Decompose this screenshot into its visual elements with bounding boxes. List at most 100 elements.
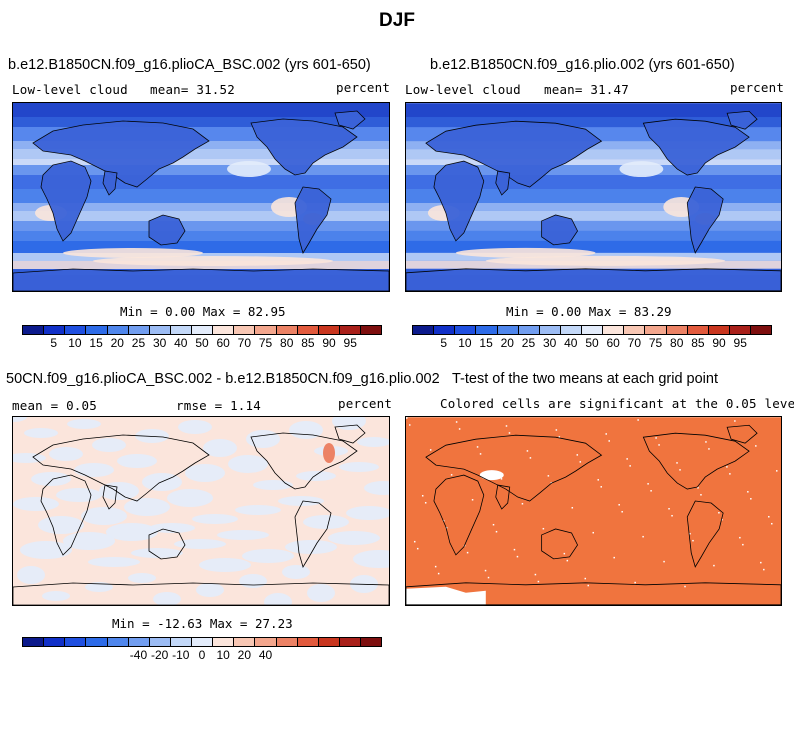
colorbar-swatch <box>170 638 192 646</box>
colorbar-swatch <box>23 326 45 334</box>
colorbar-tick-label: 0 <box>198 648 206 662</box>
colorbar-tick-label: 85 <box>301 336 315 350</box>
colorbar-tick-label: 85 <box>691 336 705 350</box>
colorbar-tick-label: -10 <box>172 648 190 662</box>
panel-3-mean-label: mean = 0.05 <box>12 398 97 413</box>
panel-4-subtitle: Colored cells are significant at the 0.0… <box>440 396 794 411</box>
colorbar-swatch <box>170 326 192 334</box>
colorbar-swatch <box>234 638 256 646</box>
colorbar-tick-label: 80 <box>670 336 684 350</box>
panel-1-minmax: Min = 0.00 Max = 82.95 <box>120 304 286 319</box>
colorbar-tick-label: -20 <box>150 648 169 662</box>
colorbar-tick-label: 95 <box>733 336 747 350</box>
panel-1-map <box>12 102 390 292</box>
panel-3-rmse-label: rmse = 1.14 <box>176 398 261 413</box>
colorbar-tick-label: 40 <box>174 336 188 350</box>
panel-3-minmax: Min = -12.63 Max = 27.23 <box>112 616 293 631</box>
panel-2-units-label: percent <box>730 80 785 95</box>
panel-2-title: b.e12.B1850CN.f09_g16.plio.002 (yrs 601-… <box>430 57 735 73</box>
colorbar-swatch <box>339 326 361 334</box>
panel-3-title: 50CN.f09_g16.plioCA_BSC.002 - b.e12.B185… <box>6 371 440 387</box>
colorbar-swatch <box>624 326 646 334</box>
colorbar-swatch <box>107 326 129 334</box>
colorbar-swatch <box>44 638 66 646</box>
colorbar-swatch <box>361 638 382 646</box>
panel-3-map <box>12 416 390 606</box>
panel-1-units-label: percent <box>336 80 391 95</box>
colorbar-tick-label: 20 <box>237 648 252 662</box>
colorbar-swatch <box>86 638 108 646</box>
colorbar-tick-label: 40 <box>258 648 273 662</box>
colorbar-swatch <box>645 326 667 334</box>
colorbar-tick-label: 95 <box>343 336 357 350</box>
colorbar-swatch <box>65 638 87 646</box>
panel-1-colorbar <box>22 325 382 335</box>
colorbar-swatch <box>539 326 561 334</box>
colorbar-tick-label: 10 <box>216 648 230 662</box>
panel-2-mean-label: mean= 31.47 <box>544 82 629 97</box>
colorbar-swatch <box>497 326 519 334</box>
colorbar-swatch <box>751 326 772 334</box>
colorbar-tick-label: 40 <box>564 336 578 350</box>
colorbar-tick-label: 10 <box>68 336 82 350</box>
colorbar-swatch <box>44 326 66 334</box>
colorbar-swatch <box>149 326 171 334</box>
colorbar-tick-label: 5 <box>440 336 448 350</box>
colorbar-swatch <box>234 326 256 334</box>
colorbar-swatch <box>192 638 214 646</box>
colorbar-swatch <box>582 326 604 334</box>
colorbar-swatch <box>65 326 87 334</box>
panel-2-colorbar <box>412 325 772 335</box>
colorbar-tick-label: 90 <box>712 336 726 350</box>
colorbar-swatch <box>297 638 319 646</box>
figure-title: DJF <box>379 10 415 31</box>
colorbar-swatch <box>276 638 298 646</box>
colorbar-tick-label: 60 <box>216 336 230 350</box>
colorbar-swatch <box>729 326 751 334</box>
colorbar-swatch <box>666 326 688 334</box>
colorbar-swatch <box>476 326 498 334</box>
colorbar-swatch <box>23 638 45 646</box>
colorbar-swatch <box>107 638 129 646</box>
colorbar-swatch <box>687 326 709 334</box>
panel-2-minmax: Min = 0.00 Max = 83.29 <box>506 304 672 319</box>
colorbar-tick-label: 50 <box>195 336 209 350</box>
colorbar-swatch <box>560 326 582 334</box>
colorbar-tick-label: 70 <box>627 336 642 350</box>
colorbar-tick-label: 75 <box>258 336 273 350</box>
panel-4-map <box>405 416 782 606</box>
colorbar-tick-label: 75 <box>648 336 663 350</box>
colorbar-swatch <box>413 326 435 334</box>
colorbar-tick-label: 15 <box>479 336 493 350</box>
panel-2-variable-label: Low-level cloud <box>405 82 521 97</box>
colorbar-swatch <box>318 326 340 334</box>
colorbar-tick-label: 90 <box>322 336 336 350</box>
panel-2-map <box>405 102 782 292</box>
colorbar-tick-label: 30 <box>152 336 167 350</box>
colorbar-tick-label: -40 <box>129 648 148 662</box>
colorbar-swatch <box>276 326 298 334</box>
colorbar-tick-label: 20 <box>110 336 124 350</box>
colorbar-swatch <box>297 326 319 334</box>
colorbar-swatch <box>86 326 108 334</box>
colorbar-tick-label: 60 <box>606 336 620 350</box>
colorbar-swatch <box>128 326 150 334</box>
colorbar-tick-label: 20 <box>500 336 514 350</box>
colorbar-swatch <box>434 326 456 334</box>
colorbar-tick-label: 15 <box>89 336 103 350</box>
colorbar-swatch <box>255 326 277 334</box>
colorbar-swatch <box>318 638 340 646</box>
colorbar-swatch <box>455 326 477 334</box>
panel-1-title: b.e12.B1850CN.f09_g16.plioCA_BSC.002 (yr… <box>8 57 371 73</box>
colorbar-tick-label: 30 <box>542 336 557 350</box>
colorbar-swatch <box>603 326 625 334</box>
colorbar-swatch <box>518 326 540 334</box>
colorbar-tick-label: 10 <box>458 336 472 350</box>
panel-3-colorbar <box>22 637 382 647</box>
colorbar-tick-label: 25 <box>131 336 146 350</box>
panel-4-title: T-test of the two means at each grid poi… <box>452 371 718 387</box>
colorbar-tick-label: 25 <box>521 336 536 350</box>
colorbar-swatch <box>213 326 235 334</box>
colorbar-tick-label: 80 <box>280 336 294 350</box>
colorbar-swatch <box>255 638 277 646</box>
